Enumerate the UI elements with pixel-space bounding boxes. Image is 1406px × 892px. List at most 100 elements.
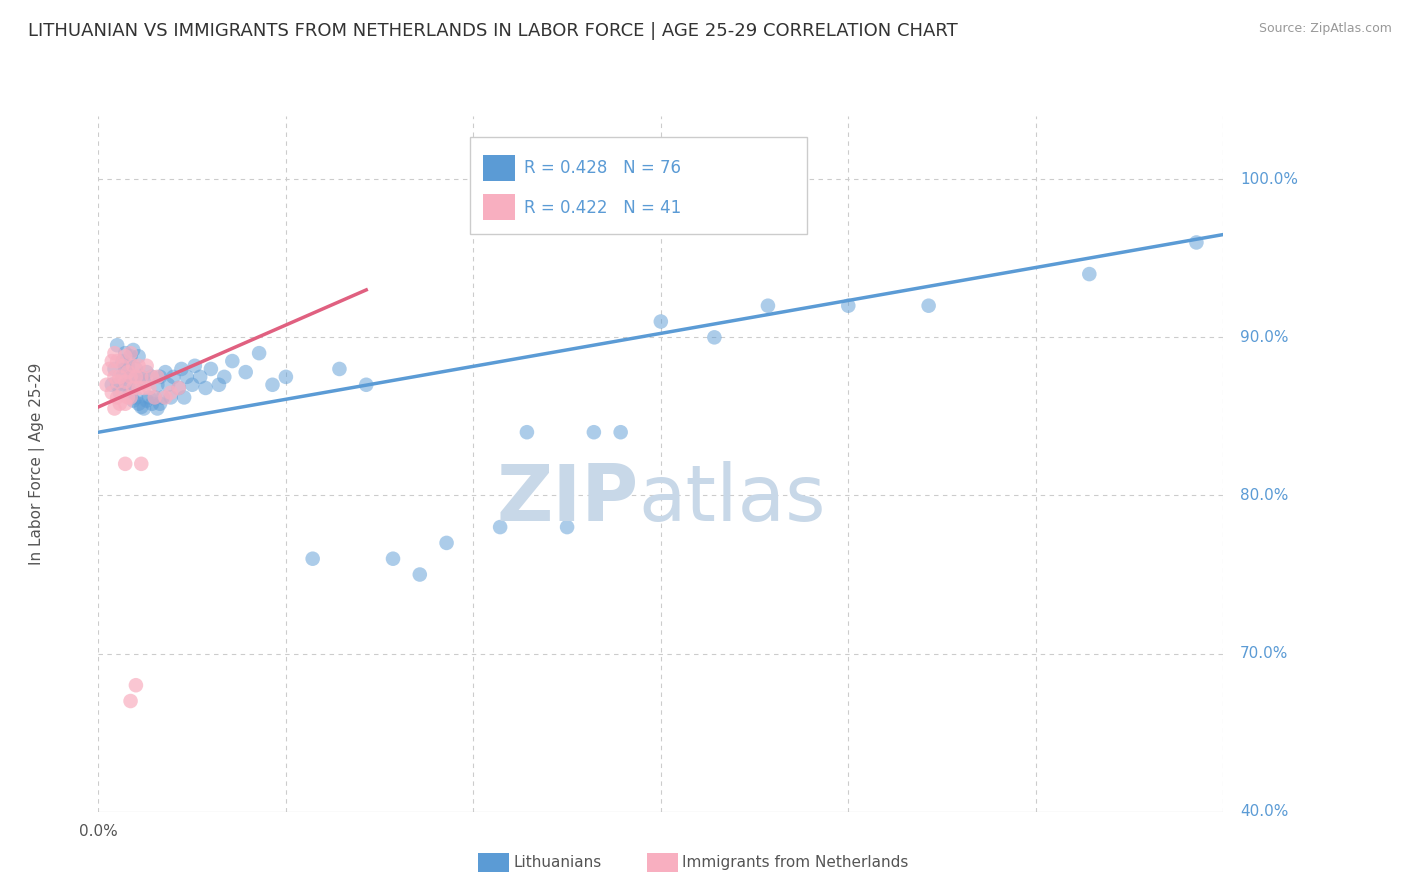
Point bbox=[108, 370, 131, 384]
FancyBboxPatch shape bbox=[470, 136, 807, 235]
Point bbox=[114, 457, 136, 471]
Bar bbox=[484, 194, 515, 220]
Point bbox=[120, 349, 142, 363]
Point bbox=[141, 397, 163, 411]
Point bbox=[122, 393, 145, 408]
Point bbox=[111, 359, 134, 373]
Point bbox=[143, 391, 166, 405]
Point bbox=[262, 377, 284, 392]
Point bbox=[146, 370, 169, 384]
Point bbox=[555, 520, 578, 534]
Point bbox=[120, 370, 142, 384]
Point bbox=[105, 375, 128, 389]
Point bbox=[176, 370, 198, 384]
Point bbox=[409, 567, 432, 582]
Text: atlas: atlas bbox=[638, 460, 825, 537]
Point bbox=[125, 678, 148, 692]
Point bbox=[128, 349, 150, 363]
Point bbox=[837, 299, 859, 313]
Point bbox=[159, 385, 181, 400]
Point bbox=[489, 520, 512, 534]
Point bbox=[117, 359, 139, 373]
Point bbox=[125, 362, 148, 376]
Text: ZIP: ZIP bbox=[496, 460, 638, 537]
Point bbox=[756, 299, 779, 313]
Point bbox=[162, 370, 184, 384]
Point bbox=[157, 377, 180, 392]
Point bbox=[120, 370, 142, 384]
Point bbox=[96, 377, 118, 392]
Point bbox=[135, 365, 157, 379]
Point bbox=[132, 381, 155, 395]
Point bbox=[194, 381, 217, 395]
Bar bbox=[484, 155, 515, 181]
Point bbox=[114, 346, 136, 360]
Point bbox=[188, 370, 211, 384]
Text: In Labor Force | Age 25-29: In Labor Force | Age 25-29 bbox=[28, 363, 45, 565]
Point bbox=[516, 425, 538, 440]
Point bbox=[167, 381, 190, 395]
Point bbox=[328, 362, 350, 376]
Point bbox=[149, 397, 172, 411]
Point bbox=[167, 381, 190, 395]
Point bbox=[101, 377, 124, 392]
Point bbox=[125, 370, 148, 384]
Point bbox=[170, 362, 193, 376]
Point bbox=[159, 391, 181, 405]
Point bbox=[135, 393, 157, 408]
Point bbox=[214, 370, 236, 384]
Point bbox=[114, 349, 136, 363]
Text: R = 0.428   N = 76: R = 0.428 N = 76 bbox=[523, 159, 681, 178]
Text: 40.0%: 40.0% bbox=[1240, 805, 1288, 819]
Point bbox=[129, 370, 152, 384]
Point bbox=[149, 370, 172, 384]
Point bbox=[200, 362, 222, 376]
Point bbox=[143, 391, 166, 405]
Point bbox=[301, 551, 323, 566]
Point bbox=[141, 370, 163, 384]
Point bbox=[146, 401, 169, 416]
Point bbox=[138, 381, 160, 395]
Text: 80.0%: 80.0% bbox=[1240, 488, 1288, 503]
Point bbox=[105, 377, 128, 392]
Point bbox=[132, 375, 155, 389]
Point bbox=[111, 385, 134, 400]
Point bbox=[120, 391, 142, 405]
Point bbox=[609, 425, 631, 440]
Point bbox=[108, 385, 131, 400]
Text: 90.0%: 90.0% bbox=[1240, 330, 1288, 345]
Point bbox=[103, 370, 125, 384]
Point bbox=[101, 385, 124, 400]
Text: 70.0%: 70.0% bbox=[1240, 646, 1288, 661]
Point bbox=[1185, 235, 1208, 250]
Point bbox=[146, 377, 169, 392]
Point bbox=[184, 359, 207, 373]
Point bbox=[117, 365, 139, 379]
Point bbox=[917, 299, 939, 313]
Point bbox=[173, 391, 195, 405]
Point bbox=[122, 370, 145, 384]
Point bbox=[128, 397, 150, 411]
Point bbox=[114, 362, 136, 376]
Point bbox=[105, 391, 128, 405]
Point bbox=[703, 330, 725, 344]
Point bbox=[120, 694, 142, 708]
Point bbox=[155, 391, 177, 405]
Point bbox=[111, 370, 134, 384]
Point bbox=[128, 381, 150, 395]
Point bbox=[436, 536, 458, 550]
Point bbox=[108, 397, 131, 411]
Point bbox=[208, 377, 231, 392]
Point bbox=[141, 370, 163, 384]
Point bbox=[103, 401, 125, 416]
Point bbox=[138, 391, 160, 405]
Point bbox=[122, 343, 145, 357]
Point bbox=[181, 377, 204, 392]
Point bbox=[105, 354, 128, 368]
Point bbox=[235, 365, 257, 379]
Point bbox=[152, 391, 174, 405]
Point bbox=[128, 375, 150, 389]
Text: LITHUANIAN VS IMMIGRANTS FROM NETHERLANDS IN LABOR FORCE | AGE 25-29 CORRELATION: LITHUANIAN VS IMMIGRANTS FROM NETHERLAND… bbox=[28, 22, 957, 40]
Point bbox=[114, 397, 136, 411]
Point bbox=[650, 314, 672, 328]
